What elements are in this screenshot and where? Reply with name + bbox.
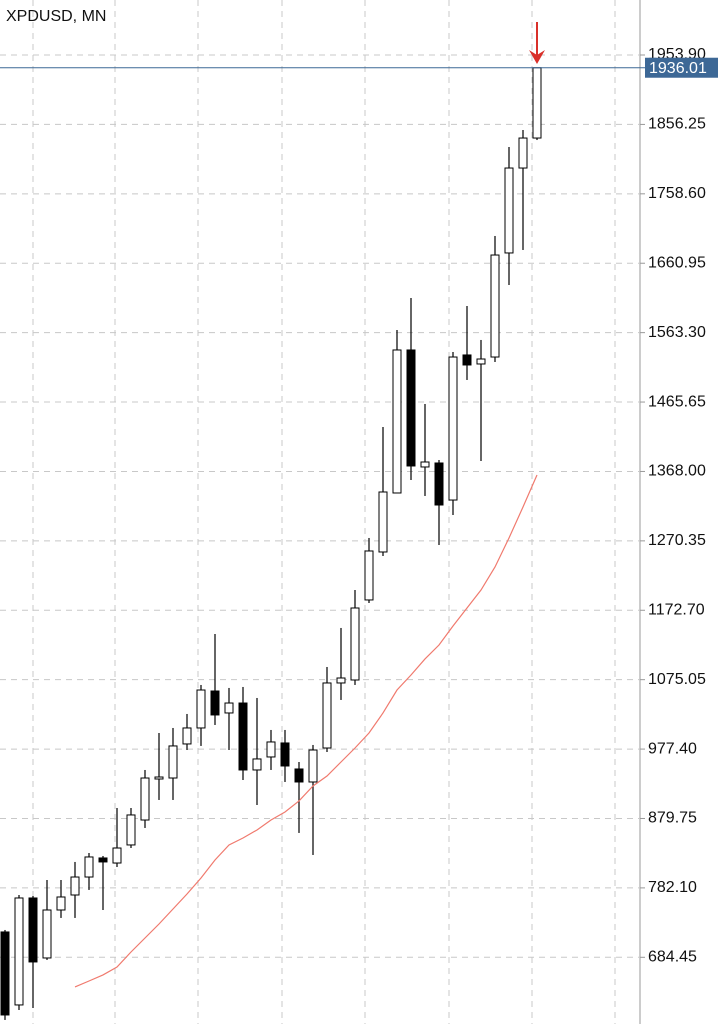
candle-body xyxy=(140,777,150,821)
candle-body xyxy=(378,491,388,553)
candle-body xyxy=(0,931,10,1016)
candle-body xyxy=(84,856,94,878)
candle-body xyxy=(70,876,80,896)
candle-body xyxy=(182,727,192,745)
candle-body xyxy=(392,349,402,494)
candle-body xyxy=(28,897,38,963)
candle-body xyxy=(112,847,122,864)
candle-body xyxy=(532,67,542,139)
candle-body xyxy=(266,741,276,758)
moving-average xyxy=(74,474,538,988)
candle-body xyxy=(238,702,248,771)
y-tick-label: 977.40 xyxy=(648,740,697,757)
candle-body xyxy=(322,682,332,749)
candle-body xyxy=(294,768,304,783)
y-tick-label: 1172.70 xyxy=(648,601,705,618)
y-tick-label: 1856.25 xyxy=(648,116,706,133)
y-tick-label: 1368.00 xyxy=(648,463,706,480)
candle-body xyxy=(196,689,206,729)
candle-body xyxy=(434,462,444,506)
y-tick-label: 1270.35 xyxy=(648,532,706,549)
current-price-box xyxy=(645,57,718,78)
y-tick-label: 1465.65 xyxy=(648,393,706,410)
candle-body xyxy=(462,354,472,366)
y-tick-label: 1660.95 xyxy=(648,254,706,271)
candle-body xyxy=(406,349,416,467)
candle-body xyxy=(126,814,136,846)
candle-body xyxy=(280,742,290,767)
chart-title: XPDUSD, MN xyxy=(6,8,106,25)
candle-body xyxy=(448,356,458,501)
candle-body xyxy=(98,857,108,863)
candle-body xyxy=(210,690,220,716)
candle-body xyxy=(420,461,430,468)
arrow-head xyxy=(529,50,545,64)
y-tick-label: 1075.05 xyxy=(648,671,706,688)
candle-body xyxy=(224,702,234,714)
y-tick-label: 1758.60 xyxy=(648,185,706,202)
candle-body xyxy=(56,896,66,911)
candle-body xyxy=(504,167,514,254)
candle-body xyxy=(14,897,24,1006)
candle-body xyxy=(518,137,528,169)
time-grid xyxy=(32,0,616,1024)
current-price-label: 1936.01 xyxy=(649,60,707,77)
y-tick-label: 782.10 xyxy=(648,879,697,896)
candle-body xyxy=(336,677,346,684)
candle-body xyxy=(476,358,486,365)
candle-body xyxy=(252,758,262,771)
y-tick-label: 1563.30 xyxy=(648,324,706,341)
candle-body xyxy=(350,607,360,681)
candle-body xyxy=(168,745,178,779)
candle-body xyxy=(364,550,374,601)
y-tick-label: 879.75 xyxy=(648,810,697,827)
y-tick-label: 684.45 xyxy=(648,949,697,966)
candle-body xyxy=(154,776,164,780)
candle-body xyxy=(490,254,500,358)
candle-body xyxy=(308,749,318,783)
candle-body xyxy=(42,909,52,959)
